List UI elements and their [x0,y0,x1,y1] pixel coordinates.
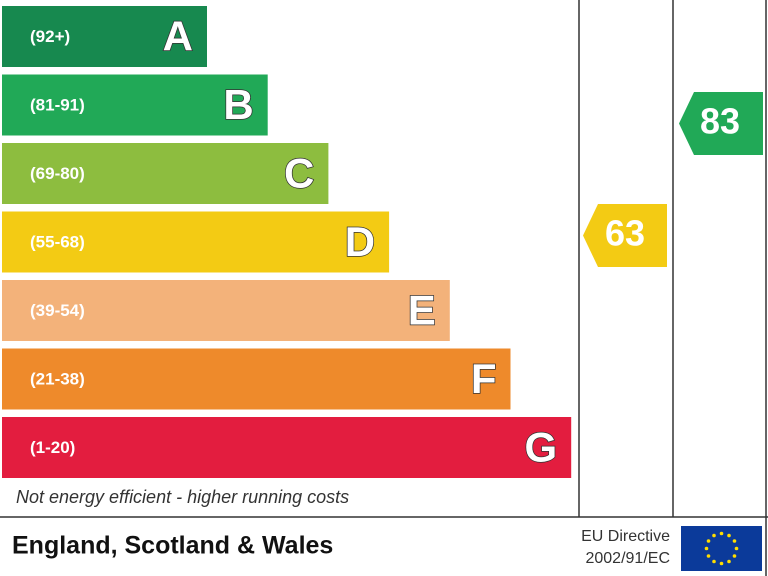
potential-arrow [679,92,763,155]
eu-flag [681,526,762,571]
band-range: (55-68) [30,232,85,251]
band: (21-38) F [2,348,511,410]
current-rating: 63 [583,204,667,267]
flag-star [706,539,711,543]
directive-line1: EU Directive [581,528,670,545]
band-bar [2,348,511,410]
band-letter: D [345,218,375,265]
band: (81-91) B [2,74,268,136]
band-bar [2,280,450,341]
potential-rating: 83 [679,92,763,155]
bands: (92+) A (81-91) B (69-80) C (55-68) D (39-54) E (2… [2,6,572,478]
band-bar [2,143,329,204]
flag-star [704,546,709,551]
flag-star [719,531,724,536]
potential-value: 83 [700,101,740,142]
flag-star [712,533,716,538]
flag-star [732,554,737,558]
band-range: (1-20) [30,438,75,457]
flag-star [727,533,731,538]
band-range: (81-91) [30,95,85,114]
band-letter: C [284,150,314,197]
band-bar [2,211,390,273]
flag-star [719,561,724,566]
current-arrow [583,204,667,267]
band-letter: F [471,355,497,402]
band: (92+) A [2,6,207,67]
band-range: (21-38) [30,369,85,388]
flag-star [732,539,737,543]
band: (1-20) G [2,417,572,478]
band-bar [2,6,207,67]
directive-line2: 2002/91/EC [585,550,670,567]
band: (69-80) C [2,143,329,204]
band-letter: B [223,81,253,128]
flag-star [712,559,716,564]
band: (39-54) E [2,280,450,341]
band-letter: A [163,13,193,60]
band-letter: E [408,287,436,334]
band-bar [2,74,268,136]
band-range: (92+) [30,27,70,46]
band-range: (69-80) [30,164,85,183]
region: England, Scotland & Wales [12,532,333,560]
flag-star [706,554,711,558]
current-value: 63 [605,213,645,254]
band-range: (39-54) [30,301,85,320]
flag-star [734,546,739,551]
band-letter: G [525,424,558,471]
flag-star [727,559,731,564]
footer-note: Not energy efficient - higher running co… [16,487,349,507]
band: (55-68) D [2,211,390,273]
band-bar [2,417,572,478]
